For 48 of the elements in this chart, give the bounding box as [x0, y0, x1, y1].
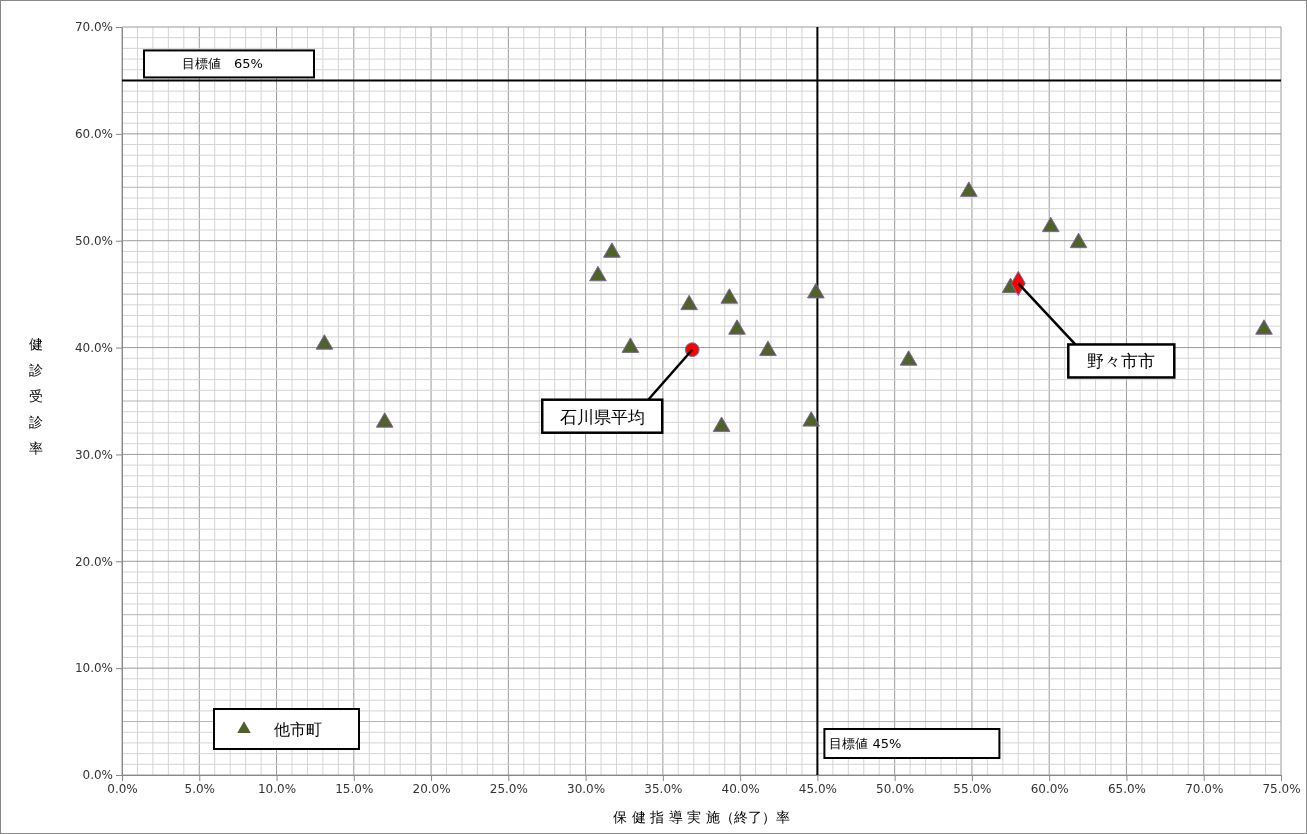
- point: [759, 340, 777, 357]
- annotation: 野々市市: [1087, 351, 1156, 372]
- point: [720, 288, 739, 304]
- point: [589, 265, 607, 282]
- x-tick-label: 35.0%: [644, 781, 683, 796]
- point: [899, 350, 918, 366]
- ref-line-label: 目標値 65%: [182, 56, 263, 72]
- x-tick-label: 70.0%: [1185, 781, 1224, 796]
- y-tick-label: 50.0%: [74, 234, 113, 249]
- x-tick-label: 10.0%: [257, 781, 297, 796]
- x-tick-label: 75.0%: [1262, 781, 1301, 796]
- y-tick-label: 70.0%: [74, 20, 113, 35]
- x-tick-label: 20.0%: [412, 781, 451, 796]
- y-tick-label: 60.0%: [74, 127, 113, 142]
- x-tick-label: 55.0%: [953, 781, 992, 796]
- y-tick-label: 0.0%: [82, 768, 113, 783]
- point: [807, 282, 825, 299]
- x-tick-label: 40.0%: [721, 781, 760, 796]
- x-tick-label: 50.0%: [876, 781, 915, 796]
- point: [712, 416, 731, 432]
- point: [621, 337, 640, 353]
- x-tick-label: 30.0%: [567, 781, 606, 796]
- point: [603, 242, 621, 258]
- point: [315, 334, 334, 350]
- y-tick-label: 10.0%: [74, 661, 113, 676]
- x-tick-label: 15.0%: [335, 781, 374, 796]
- point: [728, 319, 746, 335]
- x-tick-label: 0.0%: [107, 781, 138, 796]
- point: [375, 412, 394, 428]
- annotation: 石川県平均: [559, 406, 645, 427]
- point: [1041, 216, 1060, 233]
- point: [680, 294, 698, 311]
- x-tick-label: 60.0%: [1030, 781, 1069, 796]
- point: [1255, 319, 1273, 335]
- x-tick-label: 65.0%: [1107, 781, 1147, 796]
- point: [802, 411, 821, 427]
- x-axis-title: 保 健 指 導 実 施（終了）率: [613, 809, 790, 825]
- point: [960, 181, 978, 197]
- y-tick-label: 40.0%: [74, 340, 113, 355]
- y-tick-label: 30.0%: [74, 447, 113, 462]
- ref-line-label: 目標値 45%: [829, 736, 902, 751]
- point: [1069, 232, 1088, 249]
- x-tick-label: 45.0%: [798, 781, 837, 796]
- y-axis-title: 健診受診率: [29, 336, 43, 456]
- y-tick-label: 20.0%: [74, 554, 113, 569]
- legend-label: 他市町: [274, 720, 322, 739]
- x-tick-label: 25.0%: [489, 781, 528, 796]
- x-tick-label: 5.0%: [184, 781, 216, 796]
